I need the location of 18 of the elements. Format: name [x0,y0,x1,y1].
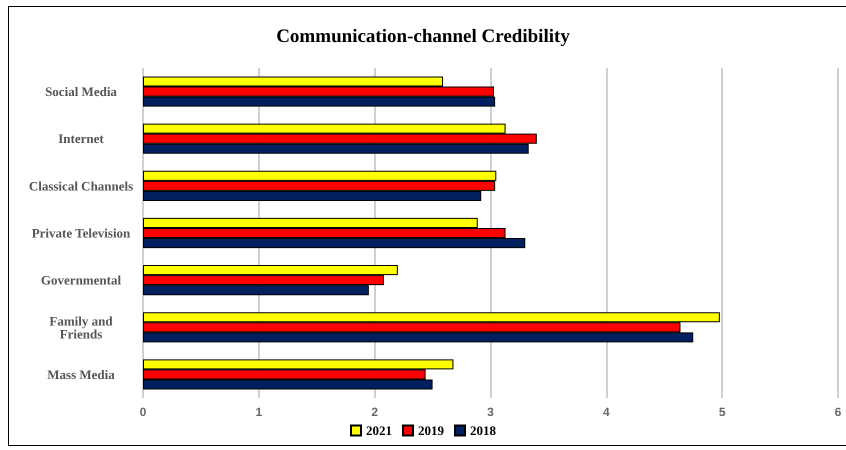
legend-label: 2018 [470,423,496,438]
x-tick-label: 3 [487,405,494,419]
y-tick-label: Family and Friends [49,313,114,342]
x-tick-label: 1 [255,405,262,419]
legend-label: 2019 [418,423,444,438]
y-tick-label: Internet [58,131,104,146]
y-tick-label: Governmental [40,272,122,288]
x-tick-label: 0 [140,405,147,419]
x-tick-label: 6 [834,405,842,419]
x-tick-label: 2 [371,405,378,419]
chart-title: Communication-channel Credibility [276,26,570,47]
x-tick-label: 5 [718,405,726,419]
legend-label: 2021 [366,423,392,438]
y-tick-label: Mass Media [47,366,116,382]
x-tick-label: 4 [602,405,610,419]
y-tick-label: Classical Channels [28,178,134,194]
y-tick-label: Private Television [32,226,132,240]
y-tick-label: Social Media [45,84,118,100]
